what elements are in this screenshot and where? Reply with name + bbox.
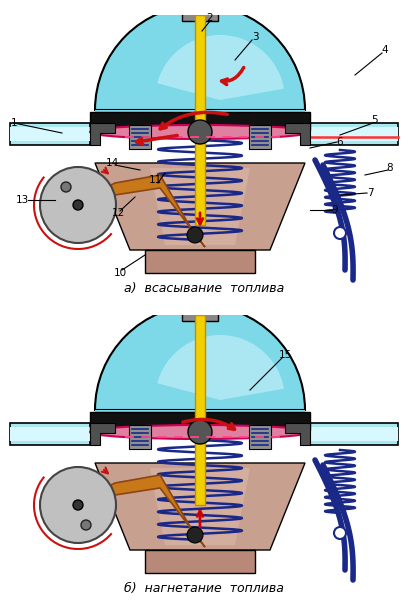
Text: 5: 5 xyxy=(372,115,378,125)
Circle shape xyxy=(73,200,83,210)
Bar xyxy=(95,110,305,130)
Bar xyxy=(188,295,212,305)
Text: 15: 15 xyxy=(278,350,292,360)
Polygon shape xyxy=(150,468,250,545)
Polygon shape xyxy=(150,168,250,245)
Text: 11: 11 xyxy=(149,175,162,185)
Wedge shape xyxy=(157,35,284,100)
Polygon shape xyxy=(285,423,310,445)
Bar xyxy=(188,0,212,5)
Bar xyxy=(310,123,398,145)
Text: 3: 3 xyxy=(252,32,258,42)
Wedge shape xyxy=(95,5,305,110)
Text: 4: 4 xyxy=(382,45,388,55)
Bar xyxy=(10,427,90,441)
Bar xyxy=(145,550,255,573)
Circle shape xyxy=(188,120,212,144)
Bar xyxy=(310,423,398,445)
Ellipse shape xyxy=(90,125,310,139)
Circle shape xyxy=(334,527,346,539)
Text: б)  нагнетание  топлива: б) нагнетание топлива xyxy=(124,582,284,595)
Bar xyxy=(70,496,100,512)
Wedge shape xyxy=(95,305,305,410)
Text: 12: 12 xyxy=(111,208,124,218)
Bar xyxy=(129,125,151,149)
Wedge shape xyxy=(157,335,284,400)
Text: 6: 6 xyxy=(337,137,343,147)
Bar xyxy=(249,425,271,449)
Polygon shape xyxy=(85,475,205,547)
Bar xyxy=(249,125,271,149)
Bar xyxy=(145,250,255,273)
Circle shape xyxy=(188,420,212,444)
Bar xyxy=(310,427,398,441)
Bar xyxy=(90,412,310,430)
Circle shape xyxy=(73,500,83,510)
Bar xyxy=(90,112,310,130)
Bar xyxy=(310,127,398,141)
Polygon shape xyxy=(95,463,305,550)
Bar xyxy=(195,315,205,505)
Text: 7: 7 xyxy=(367,188,373,198)
Text: 13: 13 xyxy=(16,195,29,205)
Bar xyxy=(10,127,90,141)
Text: 8: 8 xyxy=(387,163,393,173)
Text: 10: 10 xyxy=(113,268,126,278)
Polygon shape xyxy=(90,123,115,145)
Text: 9: 9 xyxy=(332,205,338,215)
Bar xyxy=(129,425,151,449)
Text: 2: 2 xyxy=(207,13,213,23)
Circle shape xyxy=(40,467,116,543)
Bar xyxy=(70,196,100,212)
Circle shape xyxy=(61,182,71,192)
Polygon shape xyxy=(90,423,115,445)
Circle shape xyxy=(187,527,203,543)
Bar xyxy=(10,423,90,445)
Text: а)  всасывание  топлива: а) всасывание топлива xyxy=(124,282,284,295)
Polygon shape xyxy=(85,175,205,247)
Polygon shape xyxy=(95,163,305,250)
Bar xyxy=(195,15,205,225)
Bar xyxy=(182,303,218,321)
Circle shape xyxy=(40,167,116,243)
Ellipse shape xyxy=(90,425,310,439)
Circle shape xyxy=(187,227,203,243)
Polygon shape xyxy=(285,123,310,145)
Bar xyxy=(95,410,305,430)
Bar xyxy=(10,123,90,145)
Bar xyxy=(182,3,218,21)
Text: 14: 14 xyxy=(105,158,119,168)
Text: 1: 1 xyxy=(11,118,17,128)
Circle shape xyxy=(334,227,346,239)
Circle shape xyxy=(81,520,91,530)
